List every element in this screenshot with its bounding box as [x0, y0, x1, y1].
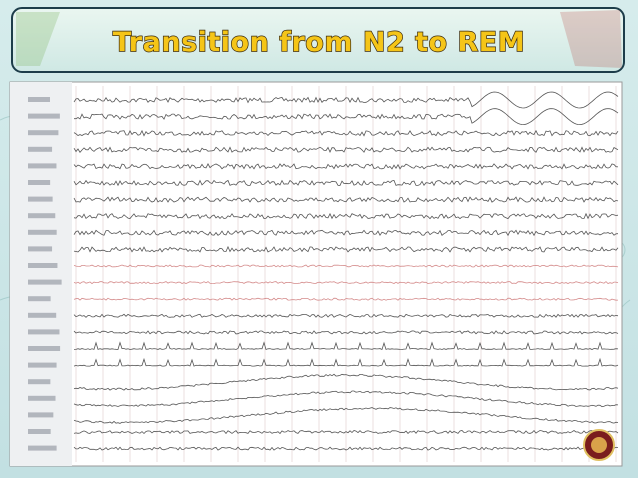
- channel-label: [28, 196, 53, 202]
- eeg-trace: [73, 297, 619, 301]
- eeg-trace: [73, 146, 619, 153]
- banner-decoration: [16, 12, 60, 66]
- waveforms: [28, 86, 619, 462]
- eeg-trace: [73, 313, 619, 318]
- channel-label: [28, 329, 60, 335]
- channel-label: [28, 429, 51, 434]
- eeg-trace: [73, 281, 619, 285]
- eeg-trace: [73, 179, 619, 187]
- channel-label-column: [10, 82, 72, 466]
- channel-label: [28, 130, 59, 136]
- channel-label: [28, 163, 57, 169]
- psg-recording: [9, 81, 623, 467]
- channel-label: [28, 412, 54, 418]
- channel-label: [28, 279, 62, 285]
- eeg-trace: [73, 212, 619, 220]
- channel-label: [28, 263, 58, 268]
- channel-label: [28, 246, 53, 252]
- eeg-trace: [73, 430, 619, 435]
- channel-label: [28, 229, 57, 235]
- eeg-trace: [73, 341, 619, 351]
- channel-label: [28, 379, 51, 385]
- title-banner: [11, 7, 625, 73]
- eeg-trace: [73, 91, 619, 109]
- eeg-trace: [73, 446, 619, 451]
- channel-label: [28, 445, 57, 451]
- slide-title: Transition from N2 to REM: [113, 27, 525, 58]
- channel-label: [28, 395, 56, 401]
- eeg-trace: [73, 229, 619, 237]
- channel-label: [28, 146, 53, 152]
- eeg-trace: [73, 264, 619, 268]
- eeg-trace: [73, 196, 619, 203]
- channel-label: [28, 213, 56, 219]
- eeg-trace: [73, 245, 619, 253]
- banner-decoration: [560, 10, 622, 68]
- channel-label: [28, 97, 51, 102]
- channel-label: [28, 180, 51, 185]
- eeg-trace: [73, 407, 619, 424]
- channel-label: [28, 362, 57, 368]
- logo-center: [591, 437, 607, 453]
- eeg-trace: [73, 357, 619, 367]
- channel-label: [28, 312, 57, 318]
- eeg-trace: [73, 330, 619, 335]
- eeg-trace: [73, 373, 619, 391]
- eeg-trace: [73, 163, 619, 170]
- eeg-trace: [73, 129, 619, 137]
- channel-label: [28, 296, 51, 302]
- eeg-trace: [74, 108, 619, 126]
- channel-label: [28, 113, 60, 119]
- channel-label: [28, 346, 61, 351]
- eeg-trace: [73, 390, 619, 408]
